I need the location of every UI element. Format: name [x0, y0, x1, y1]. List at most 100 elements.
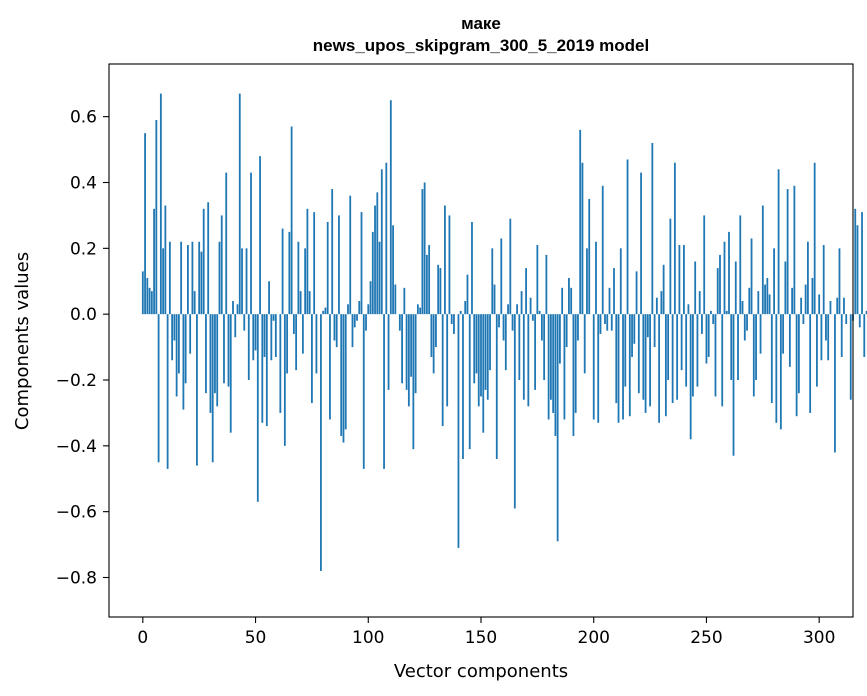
bar — [509, 218, 512, 315]
bar — [439, 268, 442, 315]
bar — [845, 314, 848, 325]
bar — [347, 304, 349, 315]
bar — [761, 205, 764, 315]
bar — [234, 314, 237, 338]
bar — [721, 314, 724, 407]
bar — [820, 314, 823, 361]
bar — [270, 314, 273, 361]
bar — [818, 294, 821, 315]
bar — [692, 314, 694, 397]
bar — [561, 287, 564, 315]
bar — [807, 241, 809, 315]
bar — [703, 215, 706, 315]
bar — [804, 284, 807, 315]
bar — [365, 314, 367, 331]
bar — [779, 314, 782, 430]
bar — [245, 248, 248, 315]
bar — [166, 314, 169, 469]
bar — [141, 271, 144, 315]
bar — [315, 314, 318, 374]
bar — [144, 133, 146, 315]
bar — [184, 314, 187, 384]
bar — [626, 159, 629, 315]
bar — [664, 314, 667, 417]
bar — [369, 281, 372, 315]
bar — [599, 314, 602, 334]
bar — [256, 314, 259, 502]
bar — [863, 314, 866, 357]
bar — [311, 314, 313, 404]
bar — [786, 189, 789, 315]
bar — [259, 156, 261, 315]
bar — [191, 241, 194, 315]
bar — [480, 314, 482, 397]
bar — [671, 314, 674, 404]
bar — [173, 314, 176, 341]
x-tick-label: 300 — [803, 628, 835, 648]
bar — [281, 228, 284, 315]
bar — [507, 304, 509, 315]
bar — [725, 310, 728, 315]
bar — [759, 314, 762, 354]
bar — [534, 314, 537, 390]
bar — [540, 314, 543, 341]
bar — [453, 314, 455, 334]
bar — [712, 314, 715, 325]
bar — [225, 172, 228, 315]
bar — [504, 314, 507, 371]
x-tick-label: 50 — [245, 628, 267, 648]
bar — [500, 238, 503, 315]
bar — [858, 314, 861, 328]
y-tick-label: −0.4 — [56, 437, 97, 457]
bar — [171, 314, 174, 361]
bar — [374, 205, 376, 315]
bar — [642, 314, 645, 400]
bar — [182, 314, 185, 410]
bar — [252, 314, 255, 361]
bar — [168, 241, 171, 315]
bar — [378, 241, 381, 315]
bar — [646, 314, 649, 338]
bar — [840, 314, 843, 357]
bar — [572, 314, 575, 436]
bar — [380, 169, 383, 315]
bar — [155, 119, 158, 315]
bar — [148, 287, 151, 315]
bar — [331, 189, 334, 315]
bar — [660, 291, 663, 315]
y-tick-label: 0.6 — [70, 108, 97, 128]
bar — [193, 291, 196, 315]
bar — [164, 205, 167, 315]
bar — [205, 314, 207, 394]
bar — [299, 291, 302, 315]
bar — [432, 314, 435, 374]
bar — [545, 254, 548, 315]
bar — [162, 248, 165, 315]
y-tick-label: −0.2 — [56, 371, 97, 391]
bar — [344, 314, 347, 430]
bar — [283, 314, 286, 446]
bar — [856, 225, 859, 315]
bar — [588, 198, 591, 315]
bar — [338, 215, 340, 315]
bar — [290, 126, 293, 315]
bar — [689, 314, 692, 440]
bar — [531, 314, 534, 321]
bar — [633, 314, 636, 344]
bar — [441, 314, 444, 427]
bar — [746, 314, 748, 331]
chart-title-line-1: маке — [461, 14, 501, 33]
bar — [635, 271, 638, 315]
bar — [150, 291, 153, 315]
y-tick-label: 0.0 — [70, 305, 97, 325]
bar — [340, 314, 343, 436]
bar — [538, 310, 541, 315]
bar — [223, 314, 225, 384]
bar — [216, 314, 219, 407]
bar — [349, 195, 352, 315]
bar — [800, 297, 803, 315]
bar — [250, 172, 252, 315]
y-tick-label: −0.8 — [56, 569, 97, 589]
bar — [685, 314, 688, 387]
bar — [153, 208, 155, 315]
